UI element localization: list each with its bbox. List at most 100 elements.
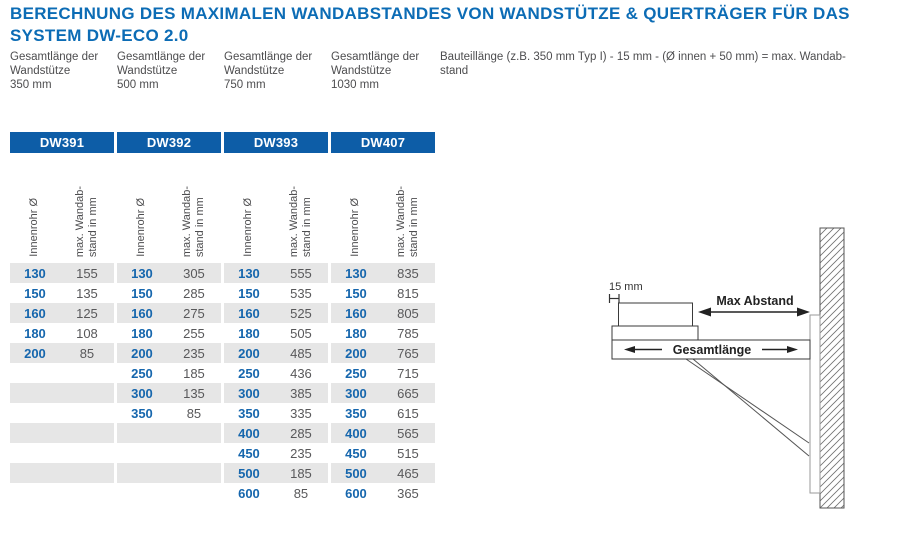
table-row xyxy=(10,403,114,423)
table-row: 600 85 xyxy=(224,483,328,503)
table-row: 160 805 xyxy=(331,303,435,323)
diameter-value xyxy=(117,423,167,443)
brace-line xyxy=(685,358,810,444)
rotated-column-headers: Innenrohr Ø max. Wandab- stand in mm xyxy=(224,153,328,263)
table-row: 150 815 xyxy=(331,283,435,303)
wandabstand-value: 108 xyxy=(76,325,98,341)
diameter-value: 150 xyxy=(238,285,260,301)
table-row xyxy=(10,483,114,503)
table-row xyxy=(117,463,221,483)
wandabstand-value: 765 xyxy=(397,345,419,361)
diameter-value: 600 xyxy=(345,485,367,501)
table-row: 400 285 xyxy=(224,423,328,443)
intro-col-1030: Gesamtlänge der Wandstütze 1030 mm xyxy=(331,51,420,91)
gesamtlaenge-label: Gesamtlänge xyxy=(673,343,752,357)
diameter-value: 160 xyxy=(238,305,260,321)
table-model-header: DW407 xyxy=(331,132,435,153)
table-row: 300 135 xyxy=(117,383,221,403)
diameter-value xyxy=(10,383,60,403)
wandabstand-value xyxy=(167,443,221,463)
wandabstand-value xyxy=(60,463,114,483)
diameter-value: 350 xyxy=(238,405,260,421)
table-row: 180 108 xyxy=(10,323,114,343)
wandabstand-value: 385 xyxy=(290,385,312,401)
rotated-label: Innenrohr Ø xyxy=(349,198,362,257)
wandabstand-value: 665 xyxy=(397,385,419,401)
table-row: 130 155 xyxy=(10,263,114,283)
page-title: BERECHNUNG DES MAXIMALEN WANDABSTANDES V… xyxy=(10,4,850,45)
wandabstand-value: 465 xyxy=(397,465,419,481)
brace-line xyxy=(692,358,810,457)
col-header-innenrohr: Innenrohr Ø xyxy=(331,153,381,263)
wandabstand-value: 255 xyxy=(183,325,205,341)
table-row: 130 305 xyxy=(117,263,221,283)
table-row: 180 785 xyxy=(331,323,435,343)
table-row: 250 185 xyxy=(117,363,221,383)
wandabstand-value: 135 xyxy=(183,385,205,401)
rotated-label: Innenrohr Ø xyxy=(28,198,41,257)
table-row: 400 565 xyxy=(331,423,435,443)
diameter-value xyxy=(10,483,60,503)
wandabstand-value: 715 xyxy=(397,365,419,381)
diameter-value xyxy=(117,443,167,463)
dim-15mm-label: 15 mm xyxy=(609,281,643,293)
diameter-value: 200 xyxy=(345,345,367,361)
wandabstand-value xyxy=(60,383,114,403)
table-model-header: DW393 xyxy=(224,132,328,153)
table-row: 600 365 xyxy=(331,483,435,503)
col-header-wandabstand: max. Wandab- stand in mm xyxy=(274,153,328,263)
diameter-value: 350 xyxy=(345,405,367,421)
table-row xyxy=(117,483,221,503)
intro-col-350: Gesamtlänge der Wandstütze 350 mm xyxy=(10,51,99,91)
wandabstand-value: 185 xyxy=(183,365,205,381)
diameter-value xyxy=(10,363,60,383)
wandabstand-value: 365 xyxy=(397,485,419,501)
wandabstand-value: 285 xyxy=(183,285,205,301)
diameter-value: 160 xyxy=(345,305,367,321)
wandabstand-value xyxy=(60,423,114,443)
base-plate xyxy=(611,325,699,341)
wandabstand-value: 285 xyxy=(290,425,312,441)
wandabstand-value: 155 xyxy=(76,265,98,281)
table-row: 250 715 xyxy=(331,363,435,383)
diameter-value: 130 xyxy=(345,265,367,281)
table-row: 350 85 xyxy=(117,403,221,423)
table-row: 200 85 xyxy=(10,343,114,363)
wandabstand-value xyxy=(60,483,114,503)
wandabstand-value: 535 xyxy=(290,285,312,301)
diameter-value: 160 xyxy=(24,305,46,321)
table-row: 200 235 xyxy=(117,343,221,363)
diameter-value xyxy=(10,443,60,463)
diameter-value: 130 xyxy=(24,265,46,281)
wandabstand-value: 615 xyxy=(397,405,419,421)
wandabstand-value: 815 xyxy=(397,285,419,301)
rotated-label: max. Wandab- stand in mm xyxy=(394,185,420,257)
wall-plate xyxy=(809,314,821,494)
table-row: 500 185 xyxy=(224,463,328,483)
diameter-value: 450 xyxy=(345,445,367,461)
wandabstand-value: 275 xyxy=(183,305,205,321)
diameter-value: 300 xyxy=(238,385,260,401)
col-header-innenrohr: Innenrohr Ø xyxy=(10,153,60,263)
table-row: 160 275 xyxy=(117,303,221,323)
wandabstand-value: 485 xyxy=(290,345,312,361)
rotated-label: Innenrohr Ø xyxy=(135,198,148,257)
table-DW392: DW392 Innenrohr Ø max. Wandab- stand in mm… xyxy=(117,132,221,503)
rotated-column-headers: Innenrohr Ø max. Wandab- stand in mm xyxy=(331,153,435,263)
diameter-value: 150 xyxy=(345,285,367,301)
table-row: 130 835 xyxy=(331,263,435,283)
beam xyxy=(611,339,811,360)
table-row: 250 436 xyxy=(224,363,328,383)
diameter-value: 400 xyxy=(238,425,260,441)
diameter-value: 130 xyxy=(131,265,153,281)
wandabstand-value: 525 xyxy=(290,305,312,321)
wandabstand-value: 805 xyxy=(397,305,419,321)
diameter-value xyxy=(10,403,60,423)
wandabstand-value: 185 xyxy=(290,465,312,481)
table-row: 130 555 xyxy=(224,263,328,283)
diameter-value: 180 xyxy=(24,325,46,341)
col-header-innenrohr: Innenrohr Ø xyxy=(117,153,167,263)
diameter-value xyxy=(117,463,167,483)
rotated-column-headers: Innenrohr Ø max. Wandab- stand in mm xyxy=(117,153,221,263)
wandabstand-value: 135 xyxy=(76,285,98,301)
